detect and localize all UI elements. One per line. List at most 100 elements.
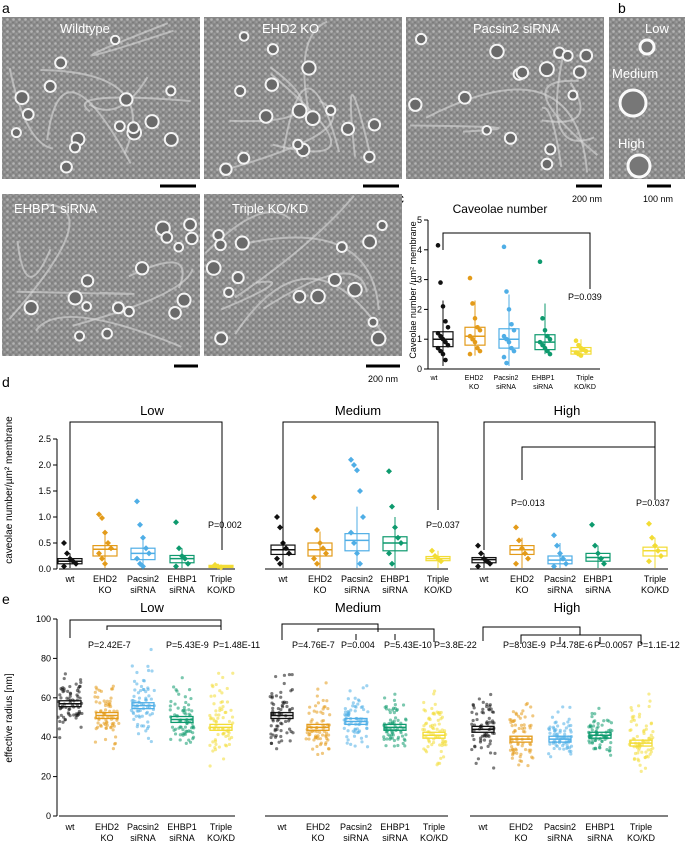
e-point-pacsin2 [552, 732, 556, 737]
e-point-ehbp1 [600, 723, 604, 727]
d-point-ehd2 [105, 540, 111, 546]
e-point-ehd2 [531, 714, 535, 718]
e-point-ehbp1 [402, 737, 406, 741]
caveola [579, 48, 594, 63]
e-point-pacsin2 [149, 697, 153, 701]
e-point-wt [56, 715, 60, 719]
c-point-ehd2 [470, 301, 475, 306]
d-label-pacsin2: Pacsin2 [127, 574, 159, 584]
d-label-pacsin2: Pacsin2 [341, 574, 373, 584]
e-point-wt [68, 694, 72, 698]
e-point-pacsin2 [353, 728, 357, 732]
e-point-ehbp1 [392, 738, 397, 743]
d-bracket-medium [282, 421, 439, 550]
e-point-triple [214, 682, 218, 687]
d-box-ehd2 [92, 544, 118, 557]
d-title-medium: Medium [335, 403, 381, 418]
e-point-triple [442, 743, 446, 747]
e-point-triple [431, 711, 435, 716]
e-bracket-medium [281, 623, 435, 642]
caveola [223, 286, 235, 298]
e-point-ehbp1 [390, 736, 394, 740]
e-point-ehd2 [513, 723, 518, 727]
d-label-pacsin2: siRNA [344, 585, 370, 595]
e-point-wt [72, 713, 76, 717]
d-point-triple [652, 542, 658, 549]
e-point-wt [482, 734, 486, 738]
d-point-ehd2 [323, 550, 329, 557]
e-point-ehbp1 [384, 744, 388, 748]
e-point-wt [61, 720, 65, 724]
e-point-pacsin2 [549, 755, 553, 759]
e-tick-label: 20 [41, 772, 51, 782]
d-point-wt [478, 550, 484, 557]
e-point-pacsin2 [348, 689, 352, 693]
d-title-low: Low [140, 403, 164, 418]
e-point-ehbp1 [609, 741, 613, 745]
e-point-ehd2 [98, 723, 103, 727]
c-tick-label: 5 [417, 215, 422, 225]
e-point-ehd2 [316, 752, 320, 757]
d-point-ehbp1 [389, 560, 395, 567]
caveola [457, 90, 472, 105]
caveola [572, 65, 587, 79]
d-point-pacsin2 [140, 563, 146, 570]
e-tick-label: 40 [41, 732, 51, 742]
e-point-pacsin2 [152, 688, 156, 693]
e-point-wt [68, 684, 72, 689]
e-point-wt [491, 710, 496, 714]
e-point-triple [439, 756, 443, 760]
e-point-ehbp1 [605, 747, 609, 752]
e-point-triple [648, 752, 652, 756]
e-point-ehbp1 [185, 729, 189, 734]
e-point-triple [647, 704, 651, 709]
filament [541, 106, 563, 168]
d-point-pacsin2 [357, 560, 363, 567]
caveola [134, 261, 150, 276]
c-point-ehbp1 [537, 259, 543, 265]
e-point-wt [474, 712, 479, 716]
e-point-pacsin2 [136, 709, 141, 713]
e-point-pacsin2 [351, 704, 355, 708]
e-point-ehd2 [103, 708, 108, 712]
caveola [43, 79, 57, 93]
e-point-wt [79, 680, 83, 685]
e-point-triple [637, 715, 641, 719]
d-point-ehbp1 [589, 521, 595, 528]
d-p-high-ehd2: P=0.013 [511, 498, 545, 508]
c-tick-label: 3 [417, 275, 422, 285]
e-point-triple [438, 761, 442, 765]
e-point-ehd2 [109, 696, 113, 700]
e-point-triple [427, 716, 431, 720]
c-point-ehd2 [467, 351, 473, 357]
e-point-ehbp1 [180, 676, 184, 680]
caveola [111, 301, 125, 315]
e-point-pacsin2 [138, 715, 142, 719]
e-label-ehbp1: EHBP1 [380, 822, 410, 832]
d-point-triple [646, 558, 652, 565]
d-point-pacsin2 [360, 514, 366, 520]
e-point-ehd2 [308, 730, 312, 734]
e-point-pacsin2 [353, 704, 357, 708]
d-point-pacsin2 [137, 521, 143, 528]
e-point-pacsin2 [353, 696, 357, 700]
e-point-wt [470, 710, 474, 714]
e-point-wt [58, 719, 62, 724]
e-point-ehd2 [313, 736, 317, 740]
caveola [123, 305, 135, 318]
e-point-pacsin2 [365, 745, 370, 749]
e-point-pacsin2 [550, 715, 555, 719]
d-point-wt [61, 540, 67, 546]
c-title: Caveolae number [453, 202, 548, 216]
c-label-ehbp1: EHBP1 [532, 375, 555, 382]
c-bracket [442, 232, 591, 289]
e-point-ehbp1 [178, 733, 182, 737]
e-point-pacsin2 [563, 729, 567, 733]
d-point-ehbp1 [595, 550, 601, 557]
e-point-pacsin2 [547, 727, 552, 732]
d-point-ehd2 [314, 527, 320, 533]
e-point-ehbp1 [593, 712, 597, 716]
e-point-wt [478, 736, 483, 740]
e-point-wt [279, 695, 283, 699]
e-point-ehbp1 [390, 730, 394, 734]
